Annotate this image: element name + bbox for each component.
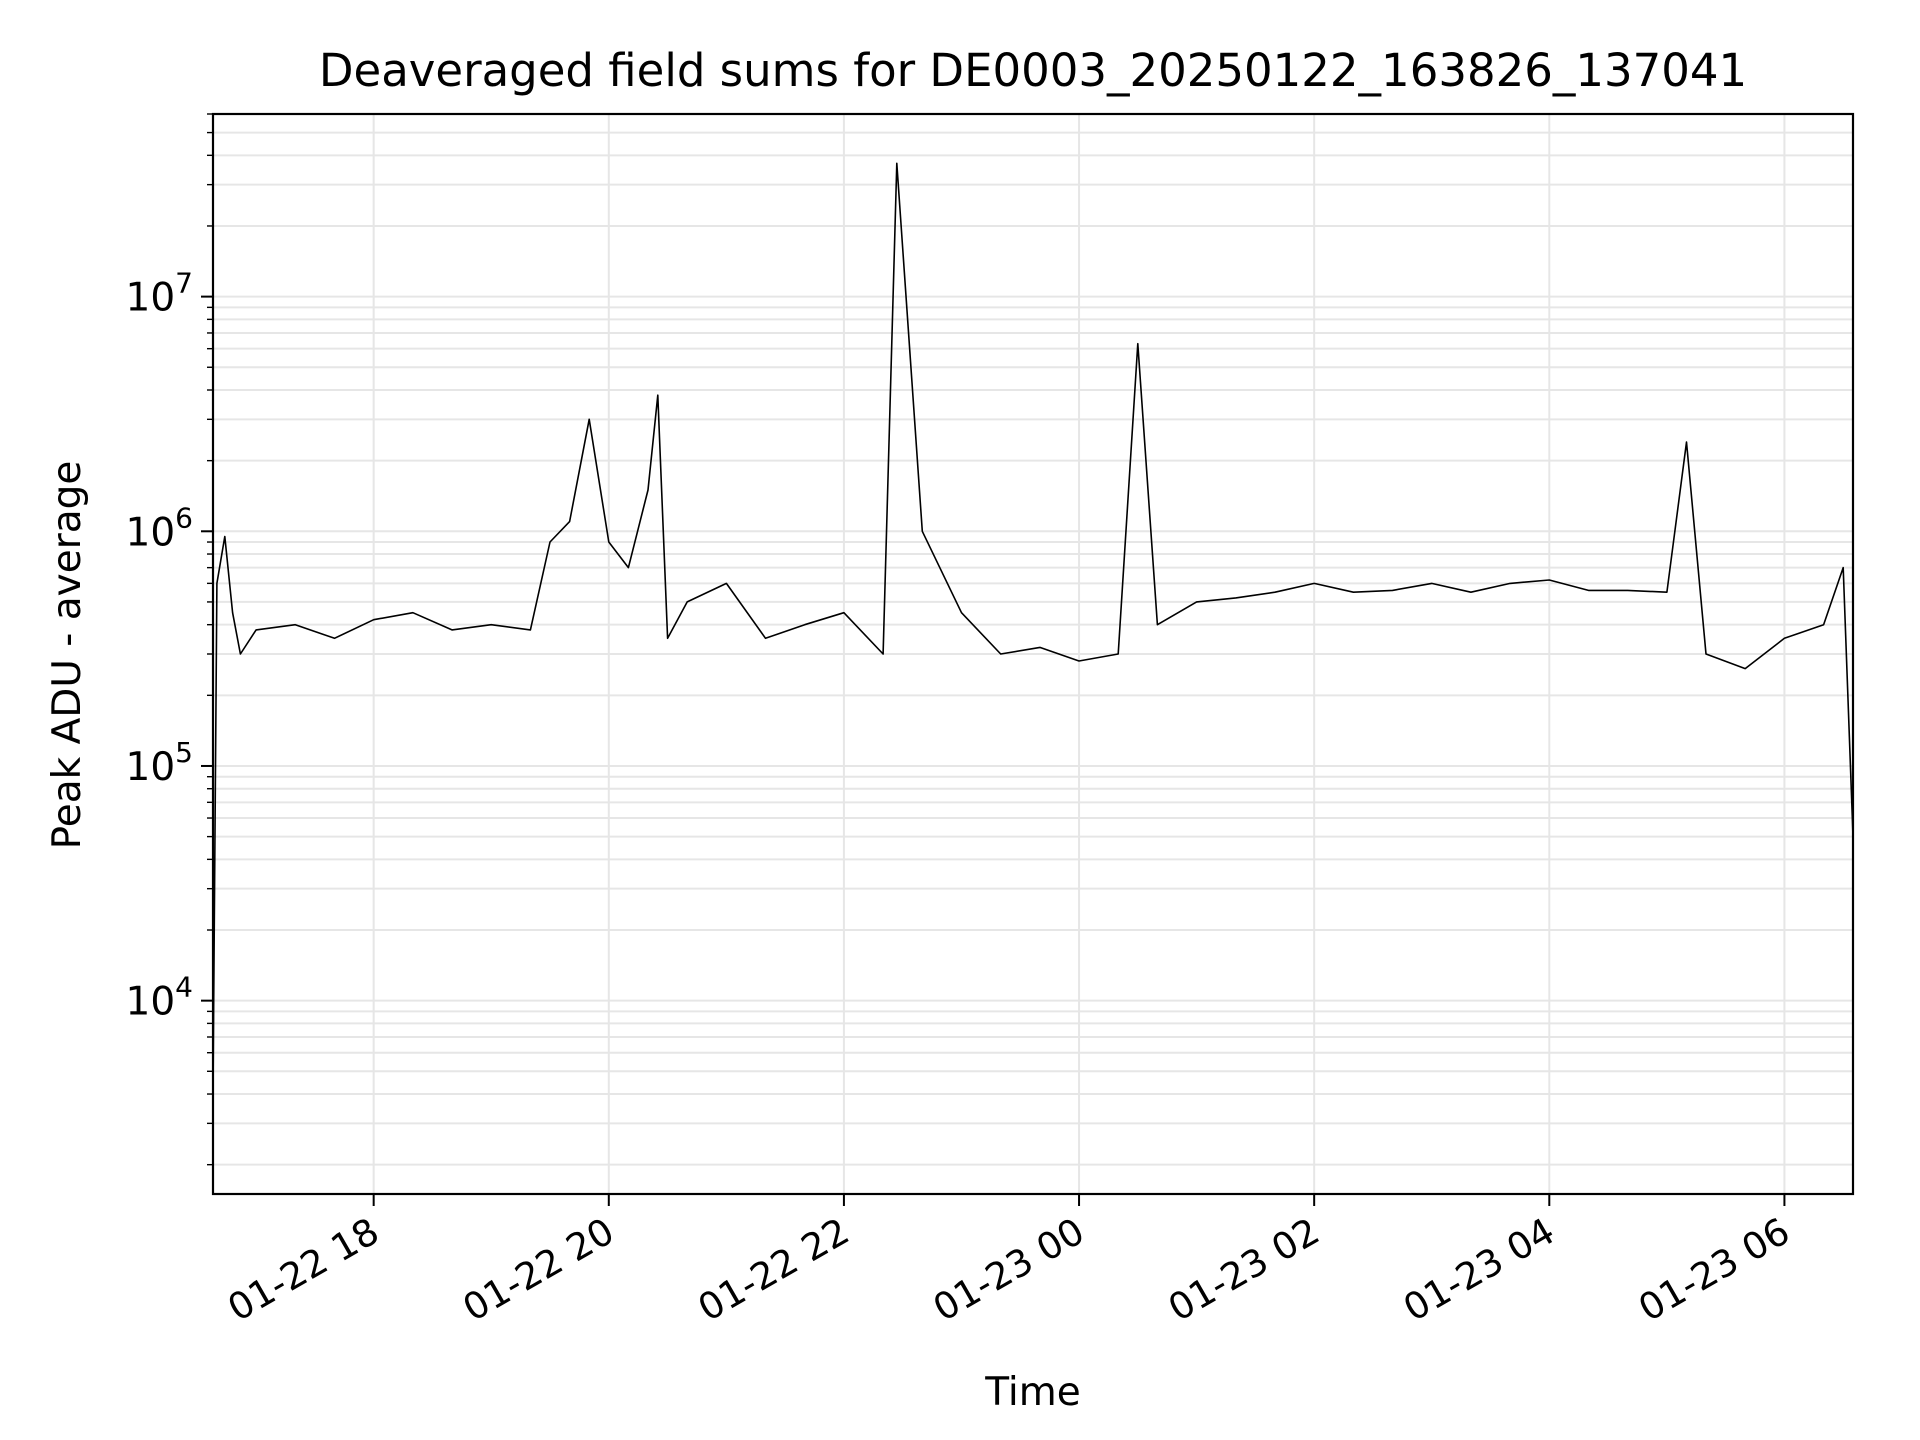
x-tick-label: 01-23 02: [1161, 1210, 1327, 1330]
chart-title: Deaveraged field sums for DE0003_2025012…: [319, 44, 1747, 97]
series-line: [212, 162, 1854, 1095]
x-tick-label: 01-23 06: [1631, 1210, 1797, 1330]
x-axis-label: Time: [984, 1370, 1080, 1415]
x-tick-label: 01-22 18: [221, 1210, 387, 1330]
x-tick-label: 01-23 00: [926, 1210, 1092, 1330]
y-tick-label: 106: [126, 501, 193, 555]
y-tick-label: 107: [126, 267, 193, 321]
y-tick-label: 104: [126, 971, 193, 1025]
y-tick-label: 105: [126, 736, 193, 790]
x-tick-label: 01-23 04: [1396, 1210, 1562, 1330]
y-axis-label: Peak ADU - average: [45, 461, 90, 850]
x-tick-label: 01-22 20: [456, 1210, 622, 1330]
ticks: [201, 113, 1786, 1206]
series-layer: [212, 162, 1854, 1095]
grid: [213, 113, 1853, 1194]
x-tick-label: 01-22 22: [691, 1210, 857, 1330]
tick-labels: 01-22 18 01-22 20 01-22 22 01-23 00 01-23 02…: [126, 267, 1797, 1330]
